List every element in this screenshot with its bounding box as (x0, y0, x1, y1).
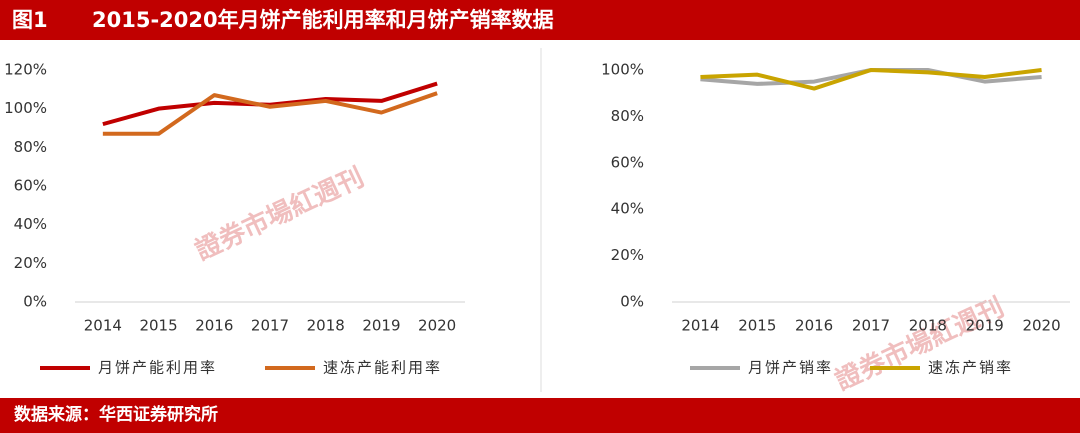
y-tick-label: 100% (601, 61, 644, 79)
x-tick-label: 2018 (307, 317, 345, 335)
x-tick-label: 2017 (251, 317, 289, 335)
legend-label: 月饼产销率 (748, 359, 833, 377)
legend-label: 速冻产能利用率 (323, 359, 442, 377)
y-tick-label: 60% (611, 153, 644, 171)
x-tick-label: 2020 (1022, 317, 1060, 335)
x-tick-label: 2020 (418, 317, 456, 335)
y-tick-label: 0% (620, 293, 644, 311)
y-tick-label: 40% (611, 200, 644, 218)
x-tick-label: 2014 (84, 317, 122, 335)
legend-label: 速冻产销率 (928, 359, 1013, 377)
y-tick-label: 0% (23, 293, 47, 311)
line-series (102, 91, 438, 136)
figure-number: 图1 (12, 8, 48, 32)
source-note: 数据来源：华西证券研究所 (0, 398, 1080, 433)
y-tick-label: 60% (14, 177, 47, 195)
watermark: 證券市場紅週刊 (191, 162, 369, 267)
x-tick-label: 2016 (195, 317, 233, 335)
page-title: 2015-2020年月饼产能利用率和月饼产销率数据 (92, 8, 554, 32)
legend-label: 月饼产能利用率 (98, 359, 217, 377)
y-tick-label: 120% (4, 61, 47, 79)
line-series (102, 81, 438, 127)
y-tick-label: 80% (611, 107, 644, 125)
x-tick-label: 2015 (738, 317, 776, 335)
y-tick-label: 100% (4, 99, 47, 117)
watermark: 證券市場紅週刊 (831, 292, 1009, 397)
x-tick-label: 2014 (681, 317, 719, 335)
x-tick-label: 2017 (852, 317, 890, 335)
header: 图1 2015-2020年月饼产能利用率和月饼产销率数据 (0, 0, 1080, 40)
y-tick-label: 40% (14, 215, 47, 233)
x-tick-label: 2015 (139, 317, 177, 335)
x-tick-label: 2019 (362, 317, 400, 335)
x-tick-label: 2018 (909, 317, 947, 335)
x-tick-label: 2019 (966, 317, 1004, 335)
y-tick-label: 80% (14, 138, 47, 156)
x-tick-label: 2016 (795, 317, 833, 335)
y-tick-label: 20% (14, 254, 47, 272)
y-tick-label: 20% (611, 246, 644, 264)
line-series (700, 68, 1042, 91)
